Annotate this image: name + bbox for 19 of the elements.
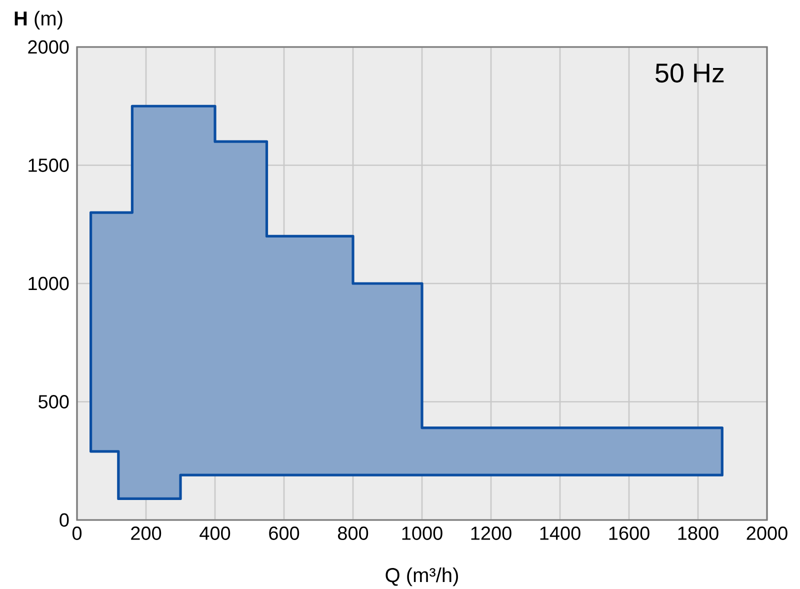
x-tick-label: 400: [200, 526, 230, 540]
x-tick-label: 200: [131, 526, 162, 540]
y-tick-label: 1500: [28, 158, 69, 172]
y-tick-label: 1000: [28, 276, 69, 290]
x-tick-label: 800: [338, 526, 368, 540]
x-tick-label: 1000: [402, 526, 442, 540]
x-tick-label: 1800: [678, 526, 718, 540]
y-tick-label: 2000: [28, 40, 69, 54]
x-tick-label: 1400: [540, 526, 580, 540]
x-tick-label: 0: [72, 526, 82, 540]
y-tick-label: 500: [38, 395, 69, 408]
x-tick-label: 2000: [746, 526, 788, 540]
x-tick-label: 1200: [471, 526, 512, 540]
x-tick-label: 600: [269, 526, 300, 540]
annotation: 50 Hz: [656, 63, 724, 83]
y-tick-label: 0: [60, 513, 69, 527]
y-axis-title: H (m): [14, 10, 62, 30]
x-axis-title: Q (m³/h): [386, 568, 458, 586]
x-tick-label: 1600: [609, 526, 650, 540]
